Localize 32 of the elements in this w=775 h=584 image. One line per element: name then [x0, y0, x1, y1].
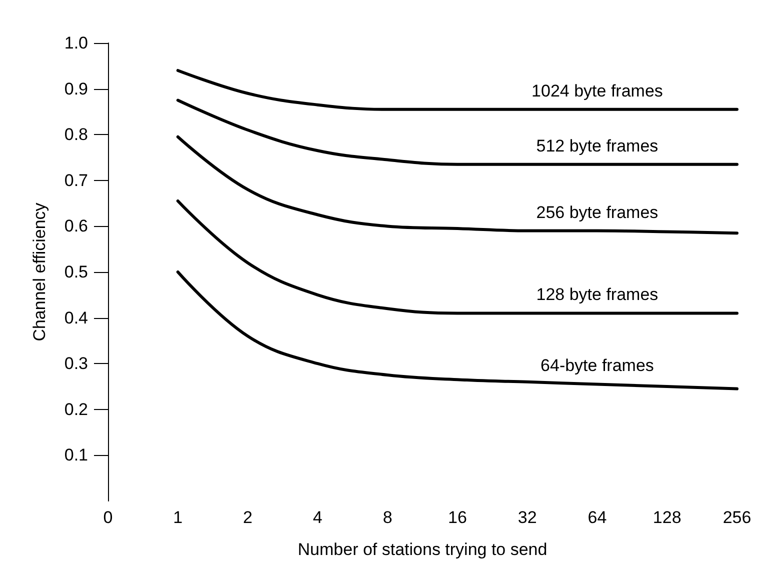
y-tick-label: 0.3	[64, 354, 88, 374]
y-tick-label: 0.8	[64, 125, 88, 144]
y-tick-label: 0.2	[64, 400, 88, 419]
x-axis-title: Number of stations trying to send	[298, 540, 548, 559]
series-label: 256 byte frames	[536, 202, 658, 222]
y-tick-label: 0.4	[64, 308, 88, 328]
line-series	[176, 135, 738, 235]
y-tick-label: 0.6	[64, 216, 88, 236]
y-tick-label: 0.5	[64, 262, 88, 282]
x-tick-label: 16	[448, 508, 467, 527]
x-tick-label: 32	[518, 508, 537, 527]
x-tick-label: 64	[588, 508, 607, 527]
series-label: 128 byte frames	[536, 285, 658, 304]
x-tick-label: 128	[652, 508, 682, 527]
x-tick-label: 256	[722, 508, 752, 527]
y-tick-label: 0.9	[64, 79, 88, 98]
x-tick-label: 4	[312, 508, 322, 527]
line-series	[176, 98, 738, 166]
series-label: 64-byte frames	[540, 356, 654, 376]
y-tick-label: 0.7	[64, 170, 88, 190]
x-tick-label: 1	[173, 508, 183, 527]
series-label: 512 byte frames	[536, 136, 658, 156]
line-series	[176, 270, 738, 390]
x-tick-label: 2	[243, 508, 253, 527]
y-axis-title: Channel efficiency	[30, 202, 49, 342]
series-label: 1024 byte frames	[532, 81, 663, 100]
y-tick-label: 0.1	[64, 446, 88, 465]
y-tick-label: 1.0	[64, 34, 88, 52]
x-tick-label: 0	[103, 508, 113, 527]
line-series	[176, 200, 738, 315]
x-tick-label: 8	[382, 508, 392, 527]
line-series	[176, 68, 738, 111]
